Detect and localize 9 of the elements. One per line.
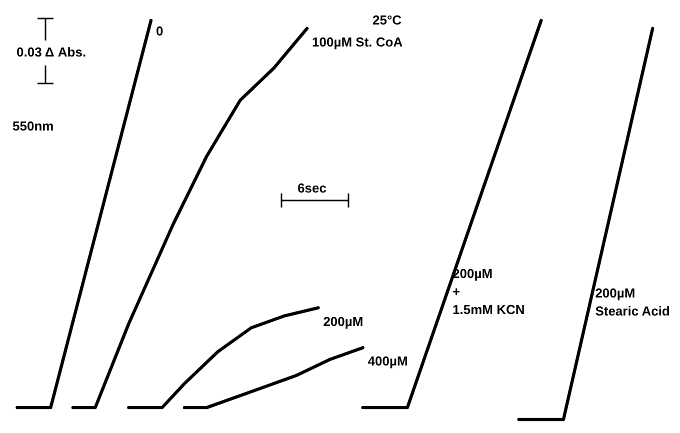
annotation: 0.03 Δ Abs. xyxy=(16,44,86,60)
series-label: 100µM St. CoA xyxy=(312,34,404,50)
series-label: 200µM xyxy=(323,314,364,329)
series-label: 400µM xyxy=(368,354,408,369)
annotation: 550nm xyxy=(12,118,54,134)
series-label: 0 xyxy=(156,23,164,38)
annotation: 25°C xyxy=(372,12,402,28)
annotation: 6sec xyxy=(298,180,326,196)
series-label: 200µM Stearic Acid xyxy=(595,286,670,319)
